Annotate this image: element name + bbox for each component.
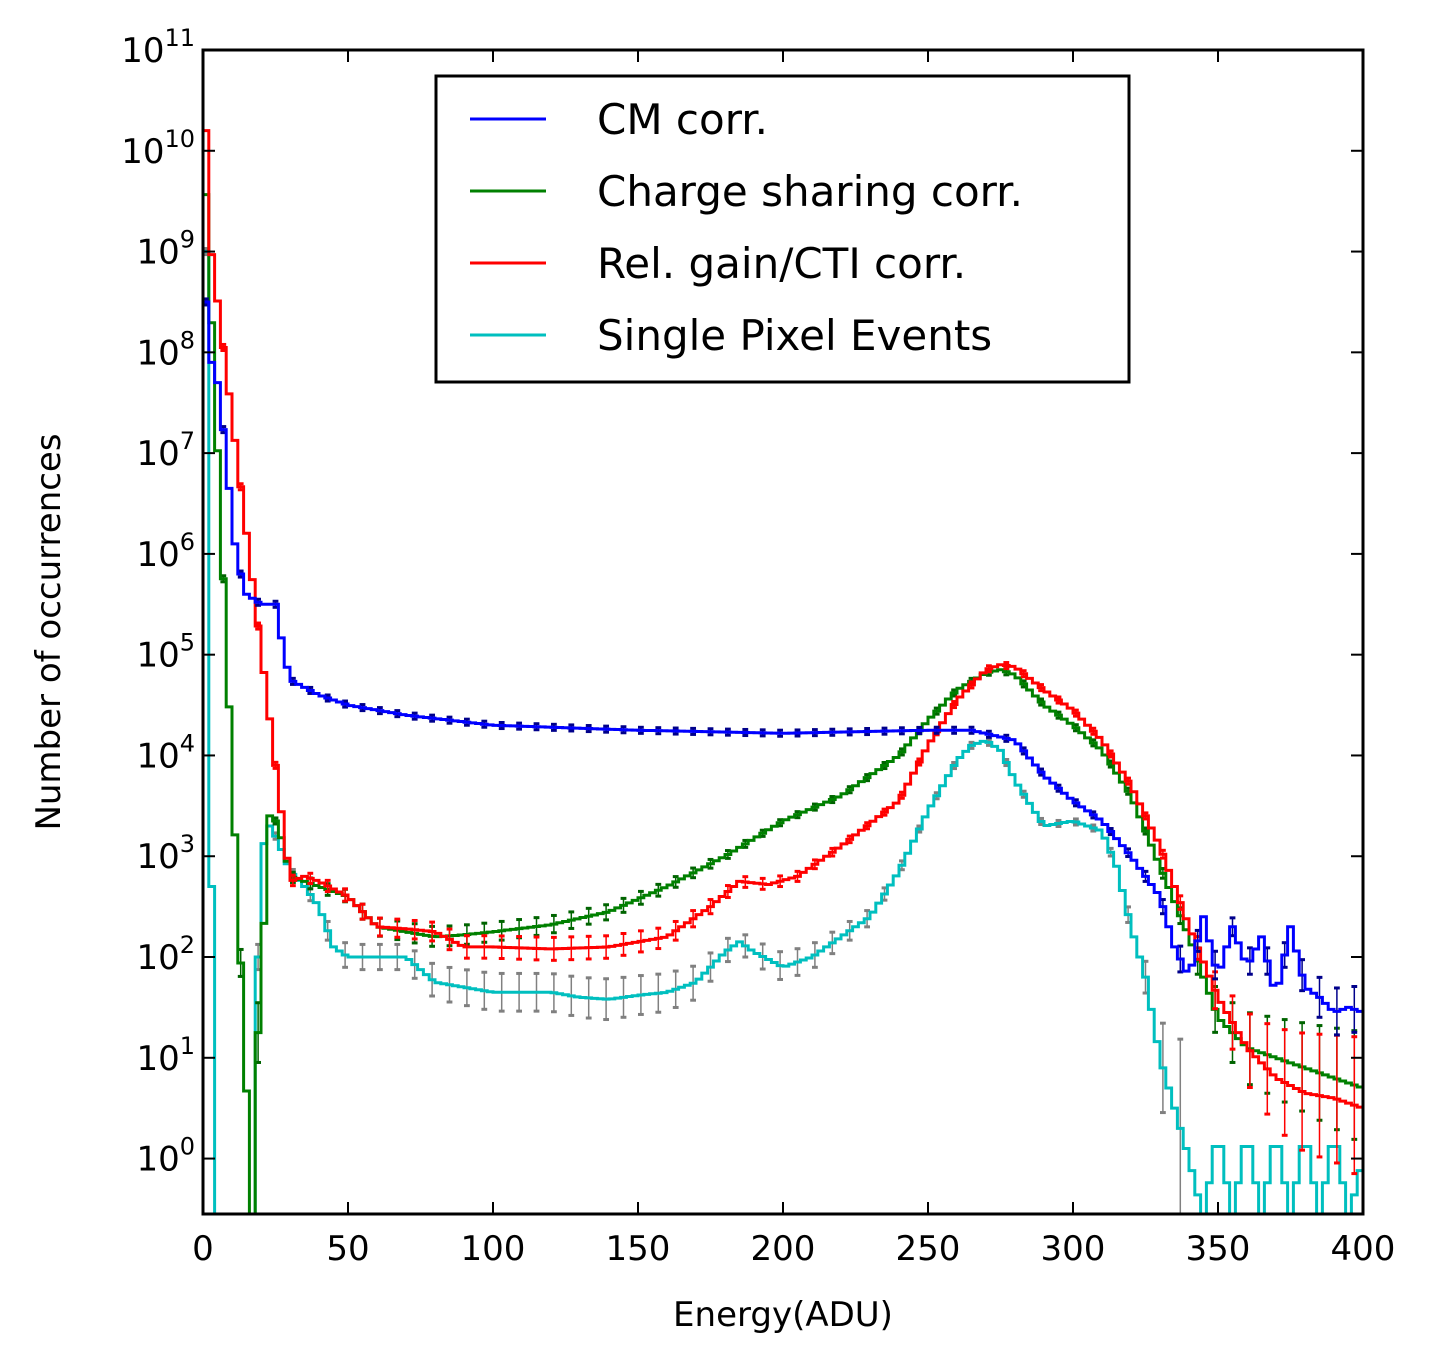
- y-tick-label: 102: [136, 931, 195, 978]
- y-tick-exponent: 0: [180, 1133, 195, 1161]
- legend: CM corr. Charge sharing corr. Rel. gain/CT…: [434, 74, 1131, 384]
- y-tick-base: 10: [136, 434, 179, 474]
- series-cm-corr-: [203, 297, 1363, 1037]
- y-tick-exponent: 3: [180, 830, 195, 858]
- y-tick-base: 10: [136, 736, 179, 776]
- y-tick-base: 10: [136, 837, 179, 877]
- x-tick-label: 150: [606, 1229, 671, 1269]
- legend-label: Single Pixel Events: [597, 311, 992, 360]
- y-tick-label: 106: [136, 528, 195, 575]
- y-tick-base: 10: [136, 333, 179, 373]
- x-tick-label: 0: [192, 1229, 214, 1269]
- legend-label: Charge sharing corr.: [597, 167, 1023, 216]
- series-rel-gain-cti-corr-: [203, 129, 1363, 1176]
- series-line: [203, 250, 1363, 1214]
- x-tick-label: 350: [1186, 1229, 1251, 1269]
- series-single-pixel-events: [203, 247, 1363, 1214]
- x-axis-label: Energy(ADU): [673, 1295, 893, 1335]
- y-tick-exponent: 8: [180, 326, 195, 354]
- x-tick-label: 300: [1041, 1229, 1106, 1269]
- y-tick-exponent: 7: [180, 427, 195, 455]
- legend-label: CM corr.: [597, 95, 768, 144]
- y-tick-exponent: 1: [180, 1032, 195, 1060]
- series-line: [203, 300, 1363, 1013]
- x-tick-label: 250: [896, 1229, 961, 1269]
- y-tick-base: 10: [136, 1039, 179, 1079]
- y-tick-base: 10: [136, 233, 179, 273]
- y-tick-label: 103: [136, 830, 195, 877]
- legend-label: Rel. gain/CTI corr.: [597, 239, 966, 288]
- y-tick-exponent: 9: [180, 226, 195, 254]
- y-tick-label: 107: [136, 427, 195, 474]
- y-tick-base: 10: [121, 132, 164, 172]
- y-tick-base: 10: [136, 636, 179, 676]
- y-tick-exponent: 2: [180, 931, 195, 959]
- y-tick-exponent: 4: [180, 729, 195, 757]
- y-tick-base: 10: [136, 535, 179, 575]
- x-tick-label: 200: [751, 1229, 816, 1269]
- y-tick-base: 10: [121, 31, 164, 71]
- y-tick-label: 105: [136, 629, 195, 676]
- y-tick-label: 104: [136, 729, 195, 776]
- y-tick-exponent: 10: [164, 125, 195, 153]
- legend-box: [434, 74, 1131, 384]
- x-tick-label: 100: [461, 1229, 526, 1269]
- y-tick-base: 10: [136, 938, 179, 978]
- y-tick-label: 101: [136, 1032, 195, 1079]
- y-tick-exponent: 11: [164, 24, 195, 52]
- y-tick-label: 109: [136, 226, 195, 273]
- series-line: [203, 129, 1363, 1109]
- y-tick-exponent: 5: [180, 629, 195, 657]
- x-tick-label: 50: [326, 1229, 369, 1269]
- ticks-layer: 0 50 100 150 200 250 300 350 4001001011021031041…: [121, 24, 1395, 1269]
- y-tick-label: 108: [136, 326, 195, 373]
- error-bars: [220, 342, 1358, 1176]
- y-tick-label: 100: [136, 1133, 195, 1180]
- y-tick-label: 1011: [121, 24, 195, 71]
- y-tick-label: 1010: [121, 125, 195, 172]
- y-axis-label: Number of occurrences: [29, 433, 69, 830]
- x-tick-label: 400: [1331, 1229, 1396, 1269]
- series-layer: [203, 129, 1363, 1214]
- y-tick-exponent: 6: [180, 528, 195, 556]
- y-tick-base: 10: [136, 1140, 179, 1180]
